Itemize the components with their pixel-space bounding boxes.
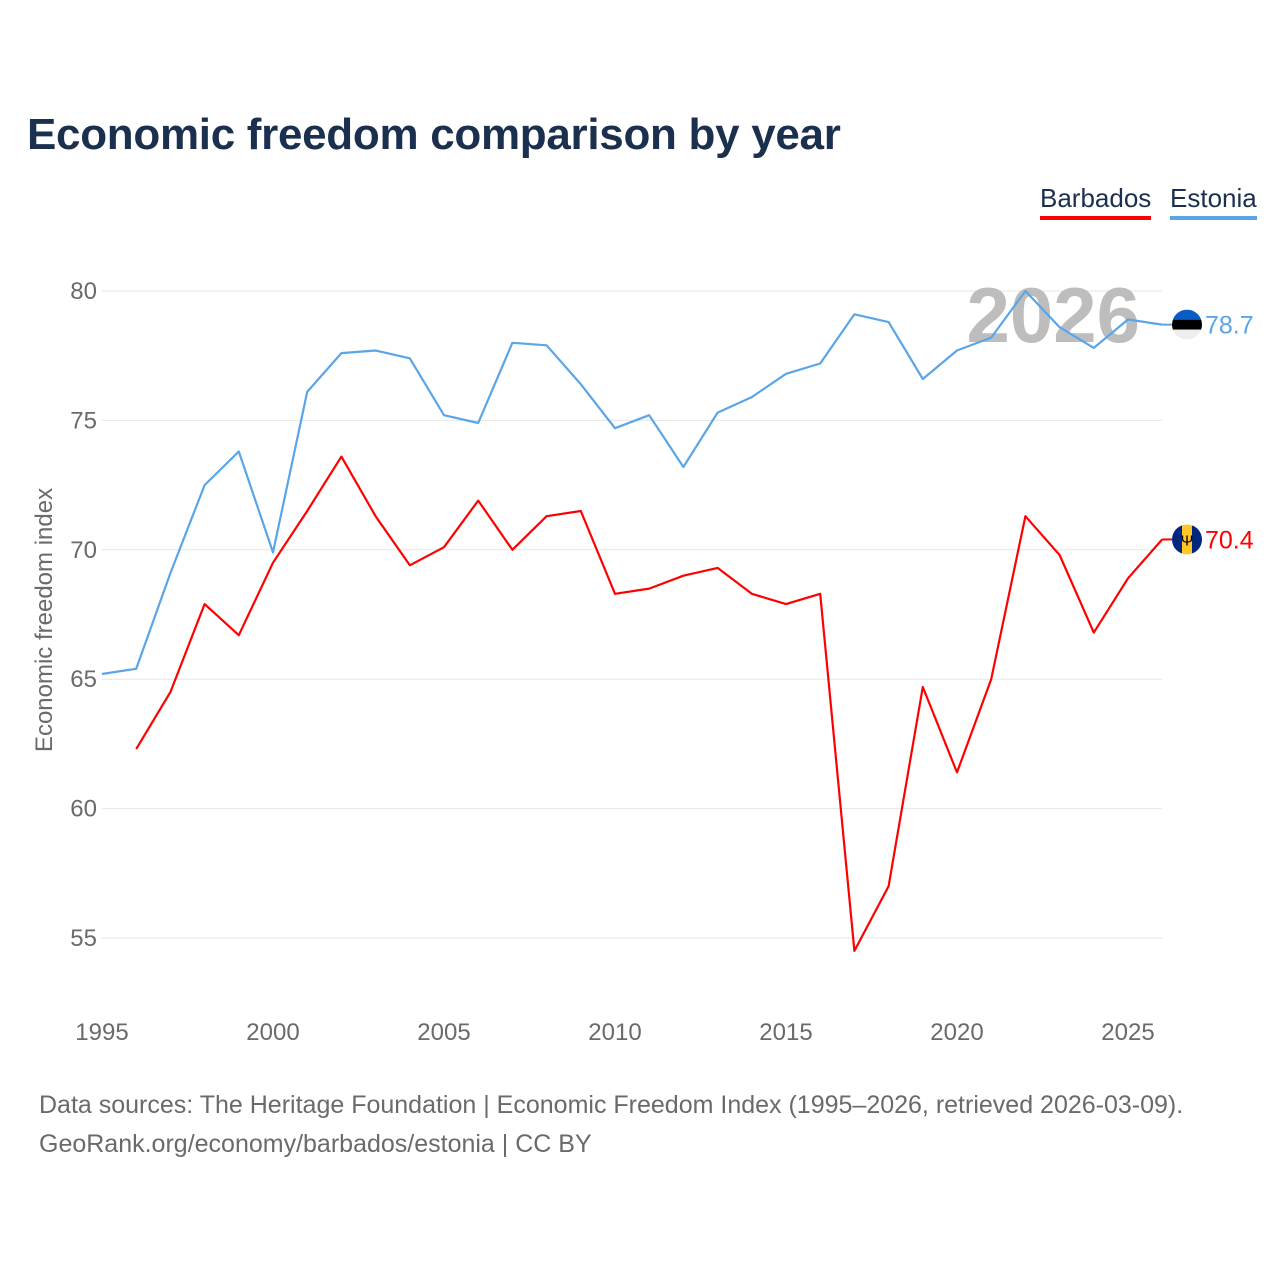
barbados-flag-icon: Ψ bbox=[1172, 524, 1202, 555]
y-tick-label: 75 bbox=[70, 407, 97, 434]
y-tick-label: 60 bbox=[70, 796, 97, 823]
source-text: Data sources: The Heritage Foundation | … bbox=[39, 1091, 1184, 1119]
legend-estonia[interactable]: Estonia bbox=[1170, 183, 1257, 220]
year-watermark: 2026 bbox=[966, 271, 1140, 359]
x-tick-label: 2005 bbox=[417, 1019, 470, 1046]
x-tick-label: 1995 bbox=[75, 1019, 128, 1046]
footer: Data sources: The Heritage Foundation | … bbox=[39, 1086, 1183, 1164]
x-tick-label: 2000 bbox=[246, 1019, 299, 1046]
attribution-text[interactable]: GeoRank.org/economy/barbados/estonia | C… bbox=[39, 1130, 592, 1158]
estonia-flag-icon bbox=[1172, 309, 1202, 340]
end-value-estonia: 78.7 bbox=[1205, 312, 1254, 340]
series-line-estonia[interactable] bbox=[101, 289, 1163, 676]
y-axis-label: Economic freedom index bbox=[31, 488, 58, 752]
chart-title: Economic freedom comparison by year bbox=[27, 110, 841, 159]
y-tick-label: 80 bbox=[70, 278, 97, 305]
x-tick-label: 2020 bbox=[930, 1019, 983, 1046]
x-tick-label: 2010 bbox=[588, 1019, 641, 1046]
svg-text:Ψ: Ψ bbox=[1181, 532, 1194, 549]
series-line-barbados[interactable] bbox=[135, 455, 1164, 953]
y-tick-label: 55 bbox=[70, 925, 97, 952]
y-tick-label: 70 bbox=[70, 537, 97, 564]
x-tick-label: 2015 bbox=[759, 1019, 812, 1046]
end-value-barbados: 70.4 bbox=[1205, 526, 1254, 554]
x-tick-label: 2025 bbox=[1101, 1019, 1154, 1046]
legend-barbados[interactable]: Barbados bbox=[1040, 183, 1152, 220]
y-tick-label: 65 bbox=[70, 666, 97, 693]
